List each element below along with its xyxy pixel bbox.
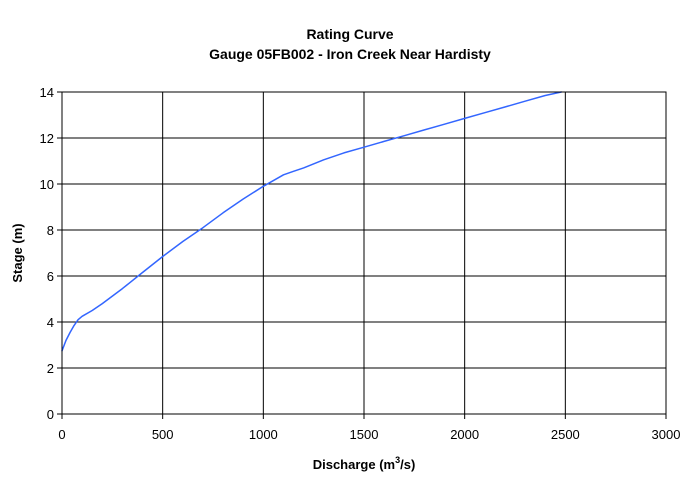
x-tick-label: 1000 bbox=[249, 427, 278, 442]
y-tick-label: 4 bbox=[47, 315, 54, 330]
rating-curve-line bbox=[61, 91, 563, 352]
chart-subtitle: Gauge 05FB002 - Iron Creek Near Hardisty bbox=[209, 46, 491, 62]
x-tick-label: 3000 bbox=[652, 427, 681, 442]
y-axis-title: Stage (m) bbox=[10, 223, 25, 282]
y-tick-label: 6 bbox=[47, 269, 54, 284]
y-tick-label: 12 bbox=[40, 131, 54, 146]
y-tick-label: 14 bbox=[40, 85, 54, 100]
x-tick-labels: 0 500 1000 1500 2000 2500 3000 bbox=[58, 427, 680, 442]
gridlines bbox=[62, 92, 666, 414]
x-axis-title-sup: 3 bbox=[395, 455, 400, 465]
x-tick-label: 0 bbox=[58, 427, 65, 442]
x-axis-title-post: /s) bbox=[400, 457, 415, 472]
y-tick-labels: 0 2 4 6 8 10 12 14 bbox=[40, 85, 54, 422]
y-tick-label: 8 bbox=[47, 223, 54, 238]
x-axis-title: Discharge (m3/s) bbox=[313, 455, 416, 472]
y-tick-label: 10 bbox=[40, 177, 54, 192]
x-tick-label: 2000 bbox=[450, 427, 479, 442]
x-axis-title-pre: Discharge (m bbox=[313, 457, 395, 472]
y-tick-label: 0 bbox=[47, 407, 54, 422]
x-tick-label: 1500 bbox=[350, 427, 379, 442]
x-tick-label: 2500 bbox=[551, 427, 580, 442]
series-layer bbox=[61, 91, 563, 352]
chart-title: Rating Curve bbox=[306, 26, 393, 42]
y-tick-label: 2 bbox=[47, 361, 54, 376]
x-tick-label: 500 bbox=[152, 427, 174, 442]
ticks bbox=[57, 91, 667, 419]
